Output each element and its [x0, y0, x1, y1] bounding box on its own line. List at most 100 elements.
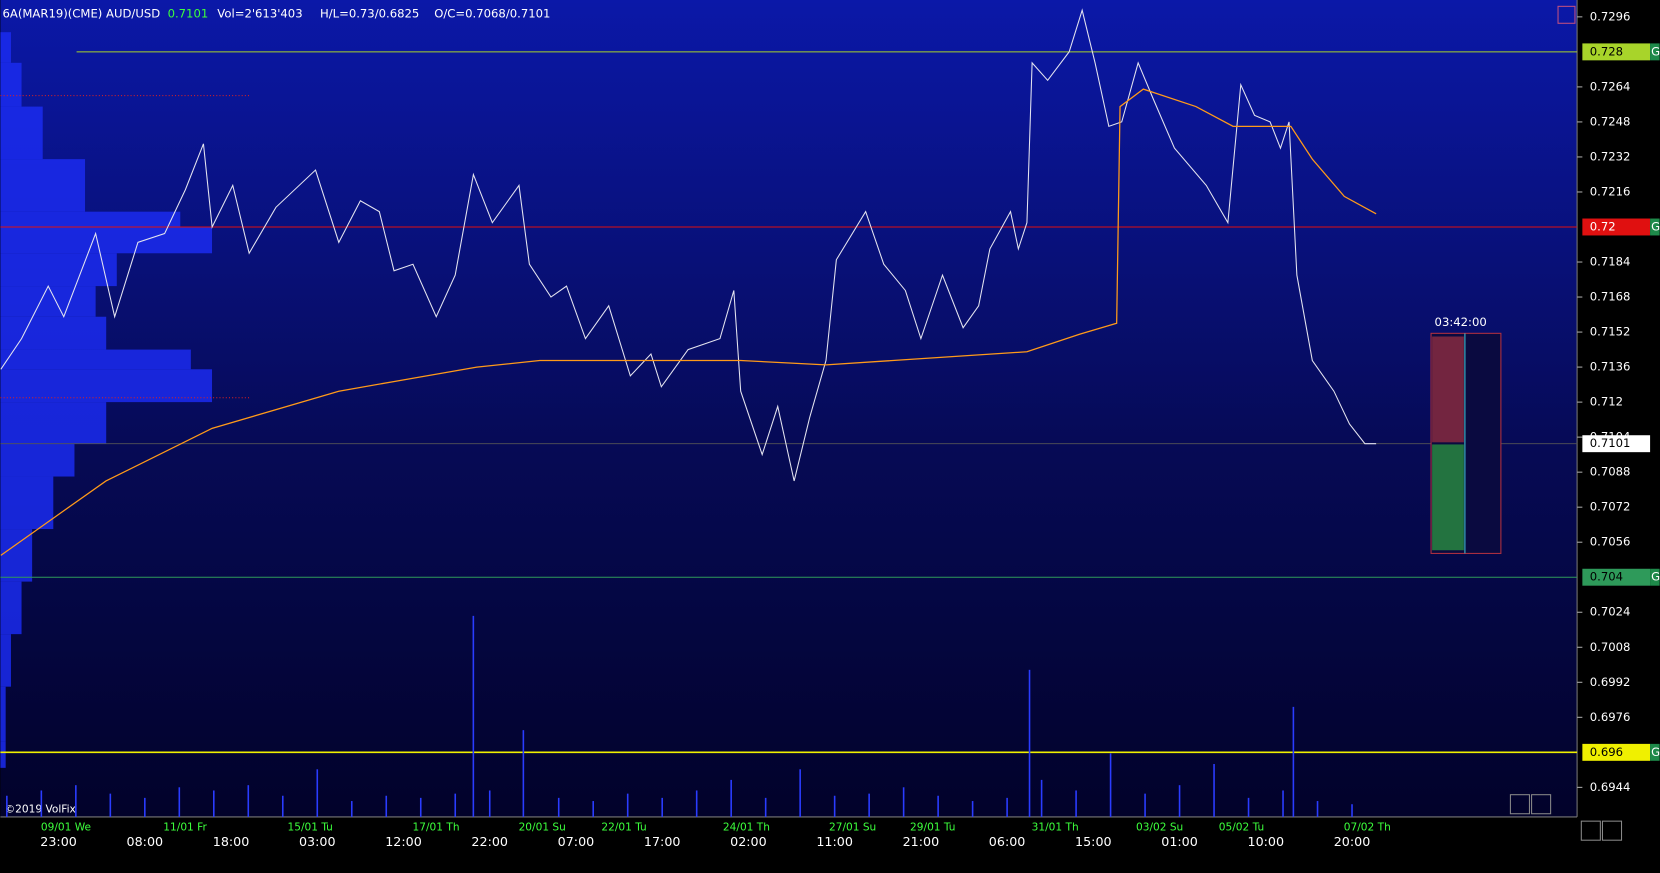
volume-bar — [1178, 785, 1181, 817]
level-tag: G — [1651, 44, 1660, 58]
profile-bar — [0, 402, 107, 424]
y-tick-label: 0.7216 — [1590, 184, 1631, 198]
volume-bar — [1292, 706, 1295, 817]
layout-button[interactable] — [1531, 794, 1552, 815]
widget-bids — [1432, 444, 1464, 551]
x-tick-label: 12:00 — [385, 834, 422, 849]
level-label: 0.696 — [1590, 745, 1623, 759]
y-tick-label: 0.7088 — [1590, 465, 1631, 479]
scroll-right[interactable] — [1601, 820, 1623, 841]
x-tick-label: 10:00 — [1248, 834, 1285, 849]
x-tick-label: 22:00 — [471, 834, 508, 849]
x-tick-label: 23:00 — [40, 834, 77, 849]
symbol: 6A(MAR19)(CME) AUD/USD — [3, 6, 161, 20]
profile-bar — [0, 316, 107, 350]
widget-time: 03:42:00 — [1435, 315, 1487, 329]
profile-bar — [0, 581, 22, 635]
date-label: 24/01 Th — [723, 821, 770, 833]
date-label: 17/01 Th — [413, 821, 460, 833]
x-tick-label: 17:00 — [644, 834, 681, 849]
profile-bar — [0, 349, 191, 370]
volume-bar — [350, 801, 353, 817]
profile-bar — [0, 211, 181, 227]
volume-bar — [1040, 779, 1043, 817]
volume-bar — [695, 790, 698, 817]
date-label: 22/01 Tu — [601, 821, 646, 833]
date-label: 11/01 Fr — [163, 821, 207, 833]
volume-bar — [1351, 804, 1353, 817]
profile-bar — [0, 423, 107, 444]
level-label-box — [1582, 435, 1651, 453]
volume-bar — [281, 795, 284, 817]
profile-bar — [0, 286, 96, 317]
plot-background — [0, 0, 1578, 817]
y-tick-label: 0.6944 — [1590, 780, 1631, 794]
x-tick-label: 18:00 — [213, 834, 250, 849]
volume-bar — [1075, 790, 1077, 817]
volume-bar — [178, 787, 181, 817]
level-tag-box — [1650, 43, 1660, 61]
layout-button[interactable] — [1509, 794, 1530, 815]
profile-bar — [0, 253, 117, 287]
profile-bar — [0, 686, 6, 742]
y-tick-label: 0.7296 — [1590, 9, 1631, 23]
time-axis-background — [0, 816, 1578, 873]
y-tick-label: 0.7008 — [1590, 640, 1631, 654]
volume-bar — [592, 801, 595, 817]
volume-bar — [1028, 669, 1031, 817]
volume-bar — [1109, 753, 1112, 817]
y-tick-label: 0.7024 — [1590, 605, 1631, 619]
volume-bar — [1213, 764, 1215, 817]
level-tag-box — [1650, 743, 1660, 761]
profile-bar — [0, 106, 43, 160]
x-tick-label: 15:00 — [1075, 834, 1112, 849]
volume-bar — [75, 785, 77, 817]
series-line-price — [0, 8, 1377, 482]
date-label: 09/01 We — [41, 821, 91, 833]
scroll-left[interactable] — [1580, 820, 1601, 841]
date-label: 15/01 Tu — [287, 821, 332, 833]
volume-bar — [488, 790, 491, 817]
x-tick-label: 02:00 — [730, 834, 767, 849]
toolbar[interactable] — [1509, 5, 1623, 841]
volume-bar — [1144, 793, 1146, 817]
volume-bar — [316, 769, 319, 817]
volume-bar — [971, 801, 974, 817]
date-label: 03/02 Su — [1136, 821, 1183, 833]
y-tick-label: 0.7232 — [1590, 149, 1631, 163]
profile-bar — [0, 634, 11, 687]
volume-bar — [522, 730, 525, 817]
volume-bar — [833, 795, 836, 817]
date-label: 20/01 Su — [519, 821, 566, 833]
level-label: 0.728 — [1590, 44, 1623, 58]
profile-bar — [0, 159, 86, 212]
profile-bar — [0, 226, 213, 254]
tool-button[interactable] — [1557, 5, 1576, 24]
x-tick-label: 01:00 — [1161, 834, 1198, 849]
y-tick-label: 0.712 — [1590, 395, 1623, 409]
volume-bar — [868, 793, 870, 817]
y-tick-label: 0.7056 — [1590, 535, 1631, 549]
volume-bar — [937, 795, 939, 817]
copyright: ©2019 VolFix — [5, 804, 76, 816]
date-label: 05/02 Tu — [1219, 821, 1264, 833]
y-tick-label: 0.7264 — [1590, 79, 1631, 93]
level-tag: G — [1651, 745, 1660, 759]
level-label-box — [1582, 568, 1651, 586]
volume-bar — [6, 795, 8, 817]
volume-bar — [730, 779, 732, 817]
profile-bar — [0, 529, 33, 582]
y-tick-label: 0.6976 — [1590, 710, 1631, 724]
volume-bar — [1006, 797, 1008, 817]
level-label: 0.7101 — [1590, 436, 1631, 450]
date-label: 07/02 Th — [1344, 821, 1391, 833]
profile-bar — [0, 369, 213, 403]
open-close-header: O/C=0.7068/0.7101 — [434, 6, 550, 20]
x-tick-label: 06:00 — [989, 834, 1026, 849]
level-tag-box — [1650, 568, 1660, 586]
y-tick-label: 0.7072 — [1590, 500, 1631, 514]
volume-bar — [557, 797, 560, 817]
order-book-widget: 03:42:00 — [1430, 315, 1502, 554]
level-label: 0.72 — [1590, 219, 1616, 233]
